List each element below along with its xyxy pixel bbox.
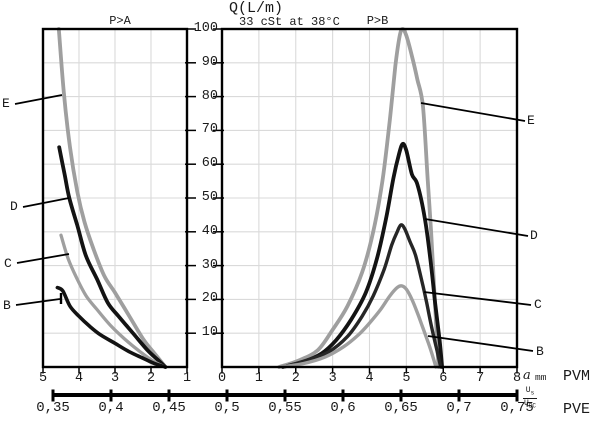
y-tick-label: 60 [201,156,218,172]
left-x-tick-label: 5 [38,371,48,386]
voltage-ratio-symbol: Us UDC [523,386,538,410]
secondary-axis-tick-label: 0,6 [330,400,356,416]
y-tick-label: 30 [201,257,218,273]
secondary-axis-tick-label: 0,35 [36,400,70,416]
curve-label-D-left: D [10,199,18,214]
pve-model-label: PVE [563,401,591,418]
secondary-axis-tick-label: 0,7 [446,400,472,416]
y-tick-label: 70 [201,122,218,138]
right-x-tick-label: 4 [365,371,374,386]
right-x-tick-label: 3 [328,371,337,386]
left-plot-title: P>A [109,14,131,28]
curve-C-right [281,223,443,369]
callout-line-E-right [420,102,526,122]
y-tick-label: 10 [201,325,218,341]
y-tick-label: 80 [201,88,218,104]
y-tick-label: 100 [193,21,218,36]
callout-line-D-left [22,197,70,208]
curve-E-right [277,27,441,369]
y-tick-label: 50 [201,190,218,205]
callout-line-C-right [423,291,532,306]
secondary-axis-tick-label: 0,55 [268,400,302,416]
y-tick-label: 20 [201,291,218,307]
right-x-tick-label: 5 [402,371,411,386]
left-x-tick-label: 2 [146,371,156,386]
callout-line-B-right [427,335,534,352]
secondary-axis-tick-label: 0,45 [152,400,186,416]
callout-line-C-left [16,253,70,264]
secondary-axis-tick-label: 0,65 [384,400,418,416]
right-x-tick-label: 7 [476,371,485,386]
x-unit-variable: a [523,368,531,383]
callout-line-B-left [15,298,61,306]
left-x-tick-label: 4 [74,371,84,386]
curve-D-right [280,141,444,369]
secondary-axis-tick-label: 0,5 [214,400,240,416]
right-x-tick-label: 6 [439,371,448,386]
right-x-tick-label: 1 [254,371,263,386]
curve-E-left [56,27,168,369]
y-axis-title: Q(L/m) [229,0,284,17]
curve-label-D-right: D [530,228,538,243]
curve-label-C-right: C [534,297,542,312]
y-tick-label: 40 [201,223,218,239]
callout-line-D-right [424,218,529,237]
secondary-axis-tick-label: 0,4 [98,400,124,416]
curve-D-left [57,145,168,369]
curve-label-C-left: C [4,256,12,271]
curve-label-E-right: E [527,113,535,128]
curve-B-right [277,284,438,369]
curve-C-left [59,233,168,369]
secondary-axis-tick-label: 0,75 [500,400,534,416]
curve-label-B-left: B [3,298,11,313]
callout-lines [14,94,534,352]
chart-subtitle: 33 cSt at 38°C [239,15,340,29]
left-x-tick-label: 1 [182,371,192,386]
right-x-tick-label: 8 [512,371,522,386]
right-plot-title: P>B [366,14,389,28]
curve-B-left [55,285,168,369]
right-x-tick-label: 2 [291,371,300,386]
x-unit-mm: mm [535,372,547,383]
ratio-numerator: Us [523,386,538,399]
y-tick-label: 90 [201,54,218,70]
curve-label-B-right: B [536,344,544,359]
left-x-tick-label: 3 [110,371,120,386]
curve-label-E-left: E [2,96,10,111]
callout-line-E-left [14,94,63,105]
ratio-denominator: UDC [524,398,537,410]
pvm-model-label: PVM [563,368,591,385]
right-x-tick-label: 0 [217,371,227,386]
